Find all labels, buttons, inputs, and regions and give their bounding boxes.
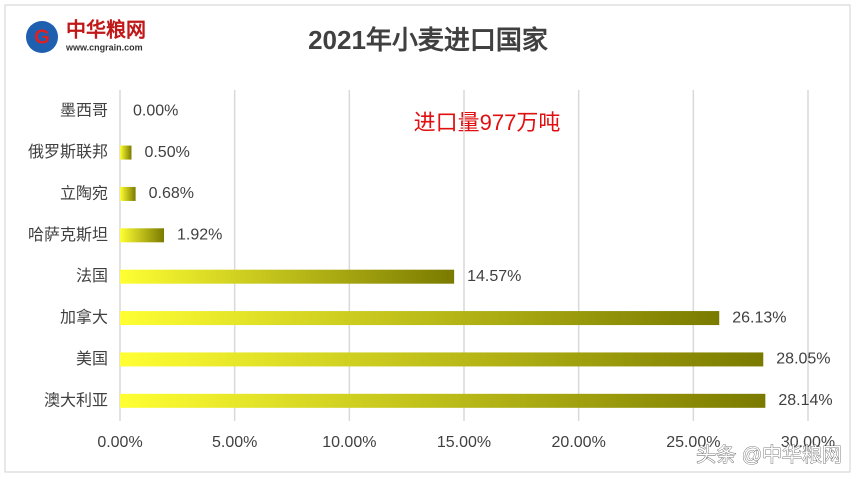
y-tick-label: 法国 [76,266,108,285]
bar [120,352,764,367]
value-label: 0.00% [133,102,178,119]
plot: 0.00% 5.00% 10.00% 15.00% 20.00% 25.00% 30.00%… [28,90,835,451]
y-tick-label: 墨西哥 [60,101,108,120]
y-tick-label: 俄罗斯联邦 [28,142,108,161]
bar [120,269,455,284]
x-tick-label: 5.00% [212,434,257,451]
logo-icon [26,21,58,53]
value-label: 0.50% [144,144,189,161]
x-tick-label: 20.00% [552,434,606,451]
value-label: 28.05% [776,351,830,368]
y-tick-label: 哈萨克斯坦 [28,225,108,244]
y-tick-label: 加拿大 [60,308,108,327]
x-tick-label: 30.00% [781,434,835,451]
bar [120,145,132,160]
logo-letter: G [34,26,50,48]
value-label: 28.14% [778,392,832,409]
bar [120,393,766,408]
bar [120,186,136,201]
value-label: 26.13% [732,309,786,326]
logo: G 中华粮网 www.cngrain.com [26,17,146,53]
y-tick-label: 立陶宛 [60,183,108,202]
watermark: 头条 @中华粮网 [696,443,842,466]
x-tick-label: 10.00% [322,434,376,451]
value-label: 0.68% [149,185,194,202]
y-tick-label: 美国 [76,349,108,368]
value-label: 14.57% [467,268,521,285]
y-tick-label: 澳大利亚 [44,390,108,409]
brand-name: 中华粮网 [66,17,146,41]
bar [120,228,165,243]
value-label: 1.92% [177,227,222,244]
x-tick-label: 0.00% [97,434,142,451]
x-tick-label: 15.00% [437,434,491,451]
chart-title: 2021年小麦进口国家 [308,25,548,55]
brand-url: www.cngrain.com [65,42,143,52]
bar [120,311,720,326]
x-tick-label: 25.00% [666,434,720,451]
annotation: 进口量977万吨 [414,110,561,135]
